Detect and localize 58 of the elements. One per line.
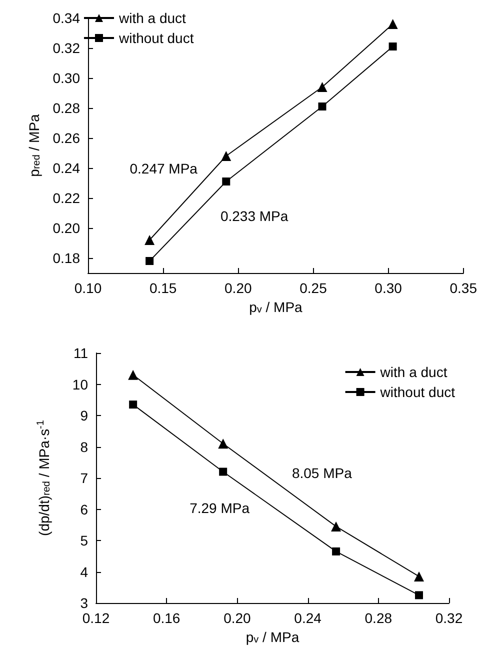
y-tick-label: 6 [80, 501, 88, 518]
y-tick-label: 11 [73, 345, 88, 361]
point [219, 468, 228, 476]
x-tick-label: 0.20 [224, 610, 252, 626]
point [388, 19, 398, 29]
y-axis-title: pred / MPa [26, 114, 42, 177]
y-tick-label: 0.28 [52, 100, 80, 116]
y-tick-label: 0.34 [52, 10, 80, 26]
point [414, 591, 423, 600]
annotation: 8.05 MPa [292, 465, 352, 481]
x-tick-label: 0.25 [300, 280, 328, 296]
y-tick-label: 7 [80, 470, 88, 486]
legend-label: without duct [118, 30, 194, 46]
y-tick-label: 5 [80, 532, 88, 548]
x-tick-label: 0.20 [224, 280, 252, 296]
point [129, 400, 138, 409]
y-tick-label: 0.20 [52, 220, 80, 236]
x-tick-label: 0.30 [374, 280, 402, 296]
x-tick-label: 0.10 [74, 280, 102, 296]
y-tick-label: 10 [72, 376, 88, 392]
x-tick-label: 0.24 [294, 610, 322, 626]
x-tick-label: 0.16 [152, 610, 180, 626]
point [144, 235, 155, 245]
annotation: 0.247 MPa [130, 160, 198, 176]
y-tick-label: 9 [80, 408, 88, 424]
y-tick-label: 3 [80, 595, 88, 611]
point [388, 42, 397, 50]
point [331, 521, 342, 532]
y-tick-label: 0.32 [52, 40, 80, 56]
x-tick-label: 0.12 [82, 610, 110, 626]
x-tick-label: 0.15 [149, 280, 177, 296]
x-tick-label: 0.32 [435, 610, 463, 626]
annotation: 7.29 MPa [190, 500, 250, 516]
x-tick-label: 0.35 [450, 280, 478, 296]
point [317, 82, 328, 92]
x-axis-title: pv / MPa [246, 629, 300, 646]
point [218, 438, 228, 449]
point [318, 102, 326, 110]
point [222, 178, 230, 186]
legend-label: without duct [379, 384, 456, 400]
point [128, 370, 138, 380]
legend-label: with a duct [379, 364, 448, 380]
y-tick-label: 0.24 [52, 160, 80, 176]
legend-label: with a duct [118, 10, 186, 26]
y-tick-label: 8 [80, 438, 88, 455]
y-tick-label: 0.26 [52, 130, 80, 146]
y-axis-title: (dp/dt)red / MPa·s-1 [36, 420, 52, 536]
y-tick-label: 0.30 [52, 70, 80, 86]
point [414, 571, 424, 582]
x-axis-title: pv / MPa [249, 299, 303, 316]
point [332, 547, 340, 556]
x-tick-label: 0.28 [364, 610, 392, 626]
annotation: 0.233 MPa [220, 208, 288, 224]
point [146, 257, 154, 265]
point [221, 151, 232, 161]
y-tick-label: 4 [80, 564, 88, 580]
y-tick-label: 0.18 [52, 250, 80, 266]
y-tick-label: 0.22 [52, 190, 80, 206]
